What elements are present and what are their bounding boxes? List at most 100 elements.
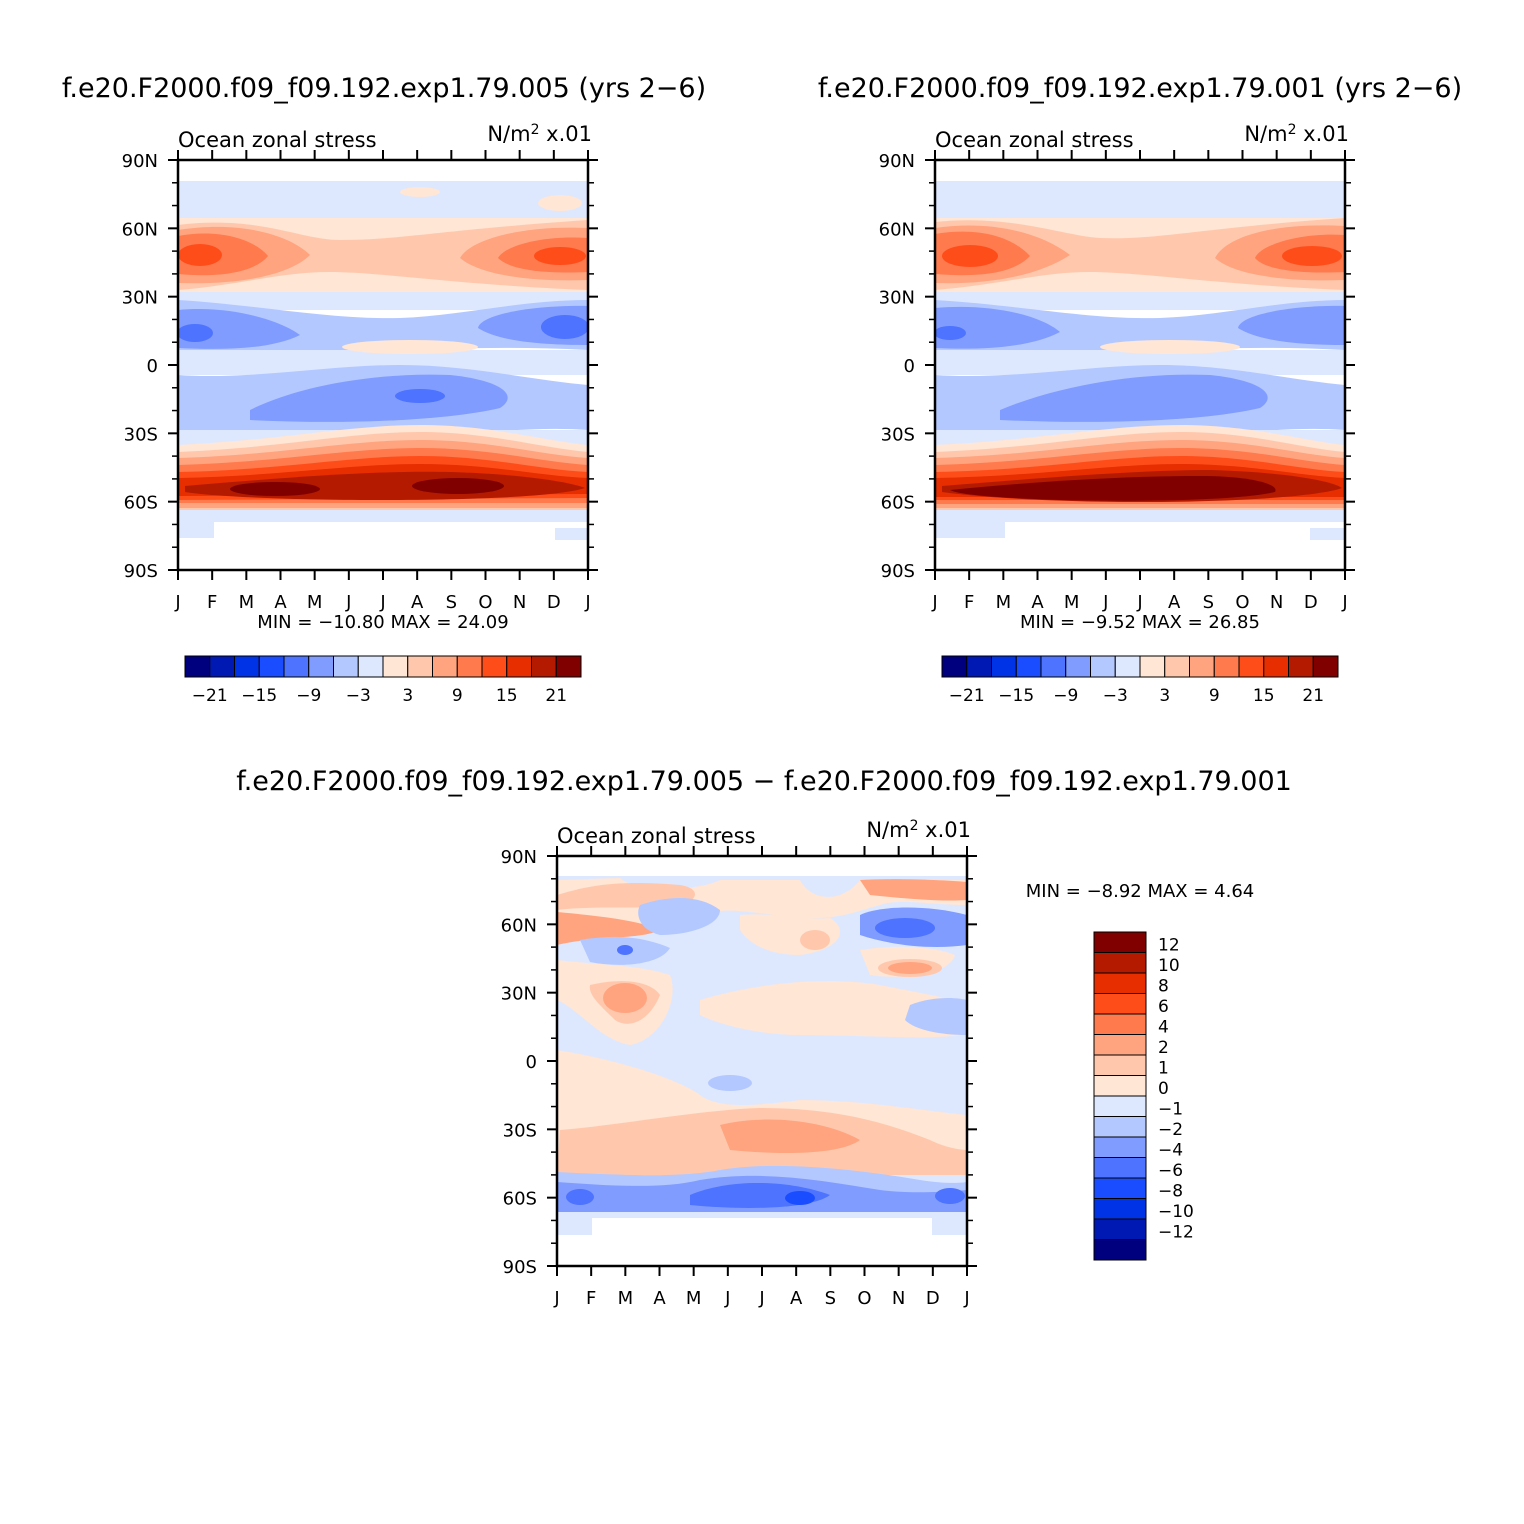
panel-1-colorbar-swatch (258, 655, 285, 678)
panel-2-land-mask (935, 538, 1345, 570)
panel-1-colorbar-label: 21 (545, 686, 567, 706)
panel-1-contour-min (177, 324, 213, 342)
panel-3-x-tick-label: A (790, 1288, 803, 1309)
panel-1-x-tick-label: A (274, 592, 287, 613)
panel-3-colorbar-label: 1 (1158, 1059, 1169, 1079)
panel-1-x-tick-label: M (239, 592, 255, 613)
panel-3-colorbar-label: 0 (1158, 1079, 1169, 1099)
panel-1-y-tick-label: 30S (124, 424, 158, 445)
panel-1-x-tick-label: J (345, 592, 351, 613)
panel-3-colorbar-swatch (1093, 1198, 1147, 1220)
panel-1-units: N/m2 x.01 (487, 122, 592, 146)
panel-2-colorbar-label: 9 (1209, 686, 1220, 706)
panel-3-colorbar-label: 12 (1158, 936, 1180, 956)
panel-2-colorbar-swatch (1164, 655, 1190, 678)
panel-2-contour-trades-west (935, 306, 1060, 349)
panel-1-colorbar-label: 3 (402, 686, 413, 706)
panel-1-colorbar-swatch (234, 655, 260, 678)
panel-3-colorbar-swatch (1093, 1239, 1147, 1261)
panel-2-x-tick-label: F (964, 592, 974, 613)
panel-1-colorbar-swatch (333, 655, 359, 678)
panel-2-colorbar-swatch (941, 655, 968, 678)
panel-2-colorbar-swatch (1189, 655, 1215, 678)
panel-3-contour-min (785, 1191, 815, 1205)
panel-3-contour (603, 983, 647, 1013)
panel-2-units: N/m2 x.01 (1244, 122, 1349, 146)
panel-3-colorbar-swatch (1093, 1218, 1147, 1240)
panel-2-y-tick-label: 90N (879, 151, 915, 172)
panel-2-contour-min (934, 326, 966, 340)
panel-2-colorbar-swatch (1238, 655, 1265, 678)
panel-2-x-tick-label: J (1102, 592, 1108, 613)
panel-2-x-tick-label: D (1304, 592, 1318, 613)
panel-1-y-tick-label: 0 (147, 356, 158, 377)
panel-1-colorbar-swatch (357, 655, 384, 678)
panel-2-y-tick-label: 90S (881, 561, 915, 582)
panel-2-colorbar-swatch (1065, 655, 1091, 678)
panel-2-contour-max (950, 476, 1276, 501)
panel-1-colorbar-label: 15 (496, 686, 518, 706)
panel-3-contour (888, 962, 932, 974)
panel-2-x-tick-label: M (1064, 592, 1080, 613)
panel-2-colorbar-label: 21 (1302, 686, 1324, 706)
panel-2-colorbar-swatch (1139, 655, 1166, 678)
panel-1-y-tick-label: 60N (122, 219, 158, 240)
panel-1-y-tick-label: 60S (124, 493, 158, 514)
panel-1-y-tick-label: 90N (122, 151, 158, 172)
panel-2-y-tick-label: 60S (881, 493, 915, 514)
panel-2: f.e20.F2000.f09_f09.192.exp1.79.001 (yrs… (818, 73, 1462, 706)
panel-2-x-tick-label: M (996, 592, 1012, 613)
panel-3-colorbar-label: −12 (1158, 1223, 1194, 1243)
panel-2-colorbar: −21 −15 −9 −3 3 9 15 21 (941, 655, 1339, 706)
panel-2-blob (1310, 528, 1345, 540)
panel-3-contour (860, 879, 967, 901)
panel-3-colorbar-swatch (1093, 1075, 1147, 1097)
panel-1-colorbar-swatch (308, 655, 334, 678)
panel-1-contour-min (541, 315, 589, 339)
panel-1-contour-sh-trades-core (250, 374, 508, 422)
panel-1-colorbar-label: −21 (192, 686, 228, 706)
panel-3-x-tick-label: S (825, 1288, 836, 1309)
panel-3: f.e20.F2000.f09_f09.192.exp1.79.005 − f.… (236, 766, 1292, 1309)
panel-1-colorbar-swatch (382, 655, 409, 678)
panel-1-colorbar-swatch (209, 655, 235, 678)
panel-1-subtitle-left: Ocean zonal stress (178, 128, 377, 152)
panel-1-stats: MIN = −10.80 MAX = 24.09 (257, 612, 508, 633)
panel-3-subtitle-left: Ocean zonal stress (557, 824, 756, 848)
panel-3-x-tick-label: J (724, 1288, 730, 1309)
panel-2-colorbar-swatch (1288, 655, 1314, 678)
panel-1-x-tick-label: A (411, 592, 424, 613)
panel-3-colorbar-label: −8 (1158, 1182, 1183, 1202)
panel-1-colorbar-swatch (184, 655, 211, 678)
panel-3-colorbar-label: −1 (1158, 1100, 1183, 1120)
panel-1-land-mask (178, 538, 588, 570)
panel-3-colorbar-label: 8 (1158, 977, 1169, 997)
panel-1-contour-max (534, 247, 586, 265)
panel-3-colorbar-label: −2 (1158, 1120, 1183, 1140)
panel-2-y-tick-label: 30S (881, 424, 915, 445)
panel-2-colorbar-swatch (1263, 655, 1289, 678)
panel-2-band-subtropics (935, 292, 1345, 310)
panel-2-colorbar-swatch (1040, 655, 1067, 678)
panel-3-colorbar-swatch (1093, 972, 1147, 994)
panel-1-colorbar: −21 −15 −9 −3 3 9 15 21 (184, 655, 582, 706)
panel-1-x-tick-label: N (513, 592, 526, 613)
panel-2-contour-sh-trades-core (1000, 374, 1268, 422)
panel-3-y-tick-label: 60N (501, 915, 537, 936)
panel-2-colorbar-swatch (1090, 655, 1116, 678)
panel-3-land-mask (557, 1235, 967, 1266)
panel-3-colorbar-label: 6 (1158, 997, 1169, 1017)
panel-3-contour (720, 1119, 860, 1153)
panel-1: f.e20.F2000.f09_f09.192.exp1.79.005 (yrs… (62, 73, 706, 706)
panel-1-contour-eq-positive (342, 340, 478, 354)
panel-3-contour-min (875, 918, 935, 938)
panel-1-colorbar-label: −9 (296, 686, 321, 706)
panel-2-colorbar-label: −3 (1103, 686, 1128, 706)
panel-3-colorbar-swatch (1093, 1034, 1147, 1056)
